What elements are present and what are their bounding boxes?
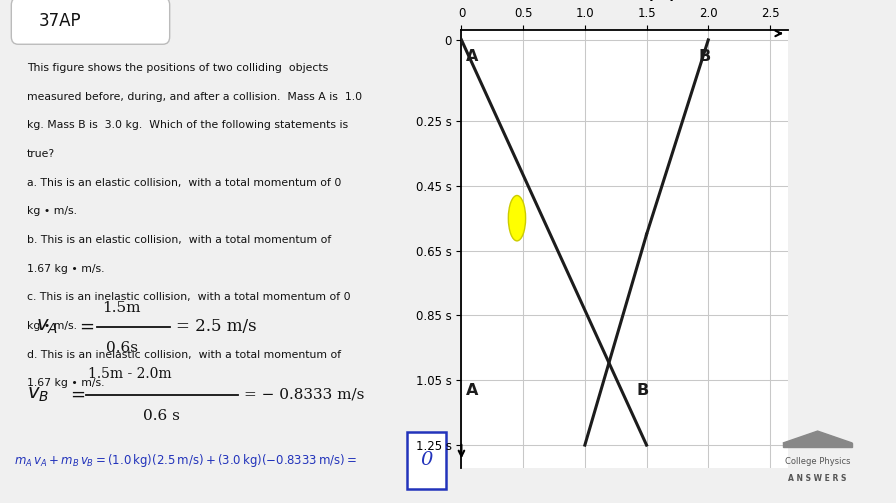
- Text: $v_{A}$: $v_{A}$: [36, 317, 58, 337]
- Text: c. This is an inelastic collision,  with a total momentum of 0: c. This is an inelastic collision, with …: [27, 292, 350, 302]
- Text: kg • m/s.: kg • m/s.: [27, 206, 77, 216]
- Text: 1.67 kg • m/s.: 1.67 kg • m/s.: [27, 378, 105, 388]
- Text: 0: 0: [420, 451, 433, 469]
- Text: 37AP: 37AP: [39, 12, 81, 30]
- FancyBboxPatch shape: [12, 0, 169, 44]
- Text: =: =: [70, 386, 85, 404]
- Text: true?: true?: [27, 149, 56, 159]
- Text: = 2.5 m/s: = 2.5 m/s: [177, 318, 257, 336]
- Text: $m_A\,v_A + m_B\,v_B = (1.0\,\mathrm{kg})(2.5\,\mathrm{m/s}) + (3.0\,\mathrm{kg}: $m_A\,v_A + m_B\,v_B = (1.0\,\mathrm{kg}…: [13, 452, 357, 469]
- Text: d. This is an inelastic collision,  with a total momentum of: d. This is an inelastic collision, with …: [27, 350, 341, 360]
- Text: $v_{B}$: $v_{B}$: [27, 385, 49, 404]
- Text: 1.5m: 1.5m: [102, 301, 141, 315]
- Text: 1.5m - 2.0m: 1.5m - 2.0m: [88, 367, 172, 381]
- Text: kg • m/s.: kg • m/s.: [27, 321, 77, 331]
- Text: B: B: [637, 383, 649, 398]
- Text: = − 0.8333 m/s: = − 0.8333 m/s: [245, 388, 365, 402]
- Text: =: =: [79, 318, 94, 336]
- Text: measured before, during, and after a collision.  Mass A is  1.0: measured before, during, and after a col…: [27, 92, 362, 102]
- Text: b. This is an elastic collision,  with a total momentum of: b. This is an elastic collision, with a …: [27, 235, 332, 245]
- Text: 1.67 kg • m/s.: 1.67 kg • m/s.: [27, 264, 105, 274]
- Text: kg. Mass B is  3.0 kg.  Which of the following statements is: kg. Mass B is 3.0 kg. Which of the follo…: [27, 120, 349, 130]
- Text: A: A: [467, 383, 478, 398]
- Text: College Physics: College Physics: [785, 457, 850, 466]
- X-axis label: Position (m): Position (m): [574, 0, 676, 2]
- Text: 0.6 s: 0.6 s: [142, 409, 179, 423]
- Text: A N S W E R S: A N S W E R S: [788, 474, 847, 483]
- Text: This figure shows the positions of two colliding  objects: This figure shows the positions of two c…: [27, 63, 329, 73]
- Text: a. This is an elastic collision,  with a total momentum of 0: a. This is an elastic collision, with a …: [27, 178, 341, 188]
- Text: B: B: [698, 49, 711, 64]
- Text: A: A: [467, 49, 478, 64]
- Polygon shape: [783, 431, 852, 443]
- Circle shape: [508, 196, 526, 241]
- FancyBboxPatch shape: [408, 432, 445, 489]
- Text: 0.6s: 0.6s: [107, 341, 138, 355]
- Polygon shape: [783, 443, 852, 447]
